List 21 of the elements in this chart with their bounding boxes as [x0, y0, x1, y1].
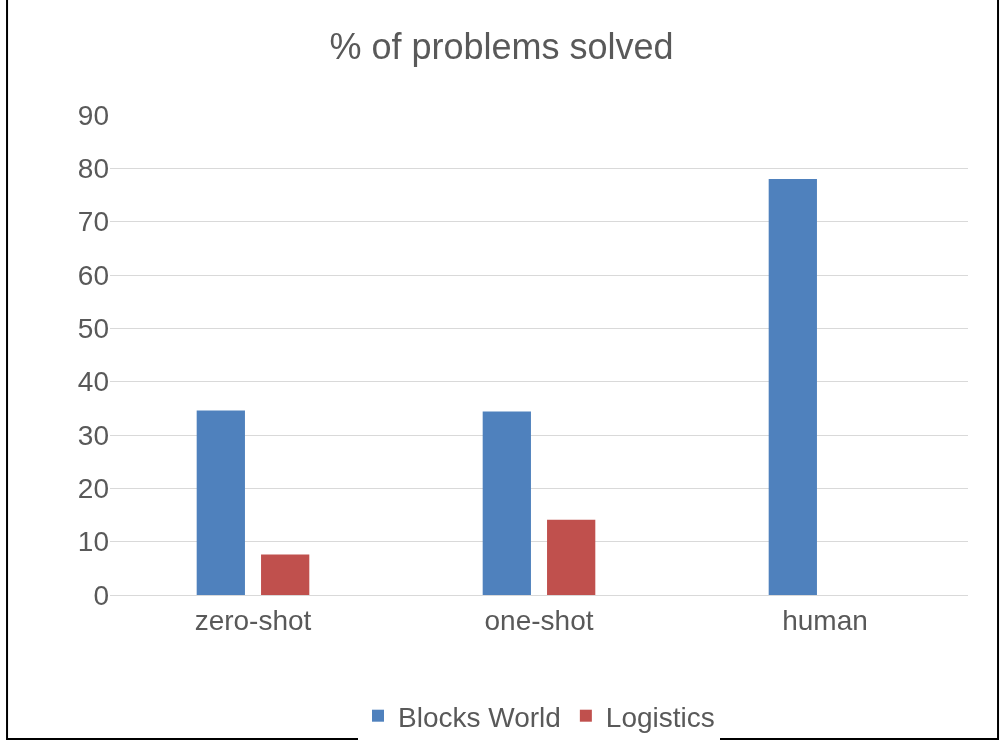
y-tick-label: 90 — [77, 99, 109, 131]
legend-label: Logistics — [605, 701, 715, 733]
bar — [482, 411, 531, 595]
y-tick-label: 60 — [77, 259, 109, 291]
bar — [196, 410, 245, 595]
x-tick-label: one-shot — [484, 604, 594, 636]
y-tick-label: 20 — [77, 473, 109, 505]
chart-title: % of problems solved — [329, 26, 674, 68]
x-tick-label: zero-shot — [194, 604, 312, 636]
y-tick-label: 50 — [77, 313, 109, 345]
bar — [768, 179, 817, 595]
y-tick-label: 0 — [93, 579, 109, 611]
y-tick-label: 30 — [77, 419, 109, 451]
y-tick-label: 70 — [77, 206, 109, 238]
x-tick-label: human — [782, 604, 868, 636]
y-tick-label: 40 — [77, 366, 109, 398]
bar — [261, 554, 310, 595]
legend-label: Blocks World — [398, 701, 561, 733]
y-tick-label: 10 — [77, 526, 109, 558]
bar — [547, 519, 596, 595]
y-tick-label: 80 — [77, 153, 109, 185]
